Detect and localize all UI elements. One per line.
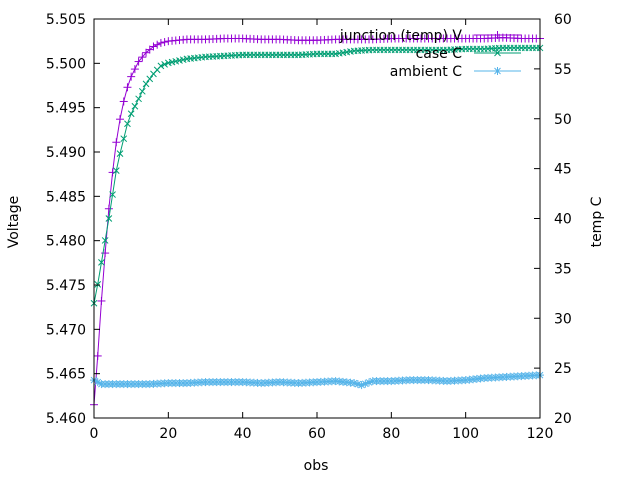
y2-tick-label: 55 <box>554 62 572 78</box>
y-tick-label: 5.500 <box>46 56 86 72</box>
data-point <box>135 95 142 103</box>
series-case-c <box>90 44 544 307</box>
series-markers-ambient-c <box>90 371 544 390</box>
x-axis-title: obs <box>304 458 329 474</box>
legend: junction (temp) V case C ambient C <box>339 28 521 80</box>
y-tick-label: 5.475 <box>46 278 86 294</box>
data-point <box>142 80 150 88</box>
series-junction-temp-v <box>90 33 544 409</box>
data-point <box>109 191 116 198</box>
y2-axis-title: temp C <box>589 196 605 247</box>
x-tick-label: 100 <box>452 426 479 442</box>
legend-label-junction-temp-v: junction (temp) V <box>339 28 463 44</box>
series-markers-case-c <box>90 44 544 307</box>
y2-tick-label: 50 <box>554 112 572 128</box>
data-point <box>120 135 128 143</box>
data-point <box>358 381 365 389</box>
data-point <box>354 380 362 388</box>
data-point <box>94 378 102 386</box>
legend-label-case-c: case C <box>416 46 463 62</box>
x-tick-label: 0 <box>90 426 99 442</box>
data-point <box>138 87 146 95</box>
legend-label-ambient-c: ambient C <box>390 64 462 80</box>
data-point <box>124 120 131 128</box>
y-axis-title: Voltage <box>6 196 22 249</box>
data-point <box>112 167 120 174</box>
y-tick-label: 5.460 <box>46 411 86 427</box>
data-point <box>161 61 168 68</box>
legend-marker-case-c <box>494 49 501 57</box>
x-tick-label: 80 <box>382 426 400 442</box>
data-point <box>350 379 358 387</box>
y-tick-label: 5.495 <box>46 101 86 117</box>
y2-tick-label: 35 <box>554 261 572 277</box>
x-tick-label: 60 <box>308 426 326 442</box>
x-tick-label: 20 <box>159 426 177 442</box>
data-point <box>98 259 105 266</box>
data-point <box>116 150 124 158</box>
y2-tick-label: 40 <box>554 212 572 228</box>
series-ambient-c <box>90 371 544 390</box>
data-point <box>365 379 373 386</box>
data-point <box>101 237 109 244</box>
y2-tick-label: 45 <box>554 162 572 178</box>
y-tick-label: 5.470 <box>46 322 86 338</box>
x-tick-label: 40 <box>234 426 252 442</box>
plot-frame <box>93 18 541 419</box>
x-tick-label: 120 <box>527 426 554 442</box>
y-tick-label: 5.505 <box>46 12 86 28</box>
plot-series <box>90 33 544 409</box>
data-point <box>146 75 154 83</box>
legend-marker-ambient-c <box>494 67 501 75</box>
data-point <box>94 280 102 288</box>
data-point <box>105 215 113 222</box>
ticks: 0 20 40 60 80 100 120 5.460 5.465 5.470 5.475 5.480… <box>46 12 572 442</box>
y-tick-label: 5.465 <box>46 367 86 383</box>
y2-tick-label: 30 <box>554 311 572 327</box>
y-tick-label: 5.480 <box>46 234 86 250</box>
data-point <box>127 110 135 118</box>
data-point <box>157 62 165 70</box>
y-tick-label: 5.490 <box>46 145 86 161</box>
y2-tick-label: 25 <box>554 361 572 377</box>
series-line-case-c <box>93 47 540 304</box>
series-markers-junction-temp-v <box>90 33 544 409</box>
data-point <box>361 380 369 388</box>
data-point <box>131 102 139 110</box>
y2-tick-label: 60 <box>554 12 572 28</box>
y2-tick-label: 20 <box>554 411 572 427</box>
series-line-junction-temp-v <box>93 37 540 405</box>
y-tick-label: 5.485 <box>46 189 86 205</box>
